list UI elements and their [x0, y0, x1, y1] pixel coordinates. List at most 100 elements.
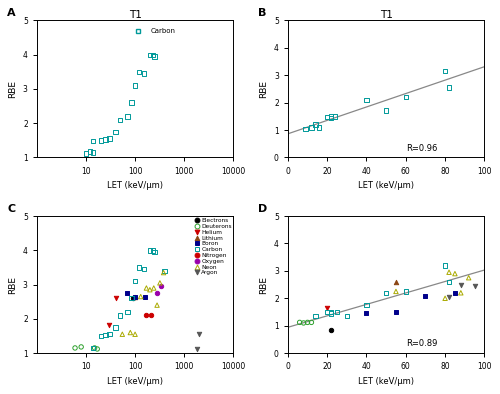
Point: [135, 264, 143, 271]
Point: [112, 295, 120, 301]
Text: B: B: [258, 8, 266, 19]
Point: [156, 280, 164, 286]
Point: [470, 283, 478, 289]
X-axis label: LET (keV/μm): LET (keV/μm): [358, 377, 414, 386]
Point: [323, 305, 331, 311]
Point: [312, 313, 320, 319]
Point: [441, 295, 449, 301]
Text: D: D: [258, 204, 268, 214]
Legend: Electrons, Deuterons, Helium, Lithium, Boron, Carbon, Nitrogen, Oxygen, Neon, Ar: Electrons, Deuterons, Helium, Lithium, B…: [194, 217, 232, 276]
Point: [128, 100, 136, 106]
Point: [316, 124, 324, 130]
Point: [106, 322, 114, 328]
Point: [382, 107, 390, 113]
Point: [142, 285, 150, 291]
Point: [118, 331, 126, 337]
Point: [150, 53, 158, 59]
Point: [300, 320, 308, 326]
Point: [124, 290, 132, 296]
Point: [153, 290, 161, 296]
Y-axis label: RBE: RBE: [8, 80, 18, 98]
Point: [146, 286, 154, 293]
Point: [131, 82, 139, 89]
Point: [94, 346, 102, 352]
Point: [126, 329, 134, 336]
Point: [90, 345, 98, 351]
X-axis label: LET (keV/μm): LET (keV/μm): [107, 181, 163, 190]
Point: [106, 331, 114, 337]
Point: [131, 331, 139, 337]
Point: [141, 294, 149, 300]
Point: [128, 295, 136, 301]
Point: [441, 262, 449, 269]
Point: [302, 126, 310, 132]
Point: [457, 290, 465, 296]
Point: [106, 136, 114, 142]
Point: [147, 312, 155, 319]
Point: [153, 302, 161, 308]
Point: [445, 269, 453, 275]
Y-axis label: RBE: RBE: [260, 80, 268, 98]
Point: [160, 269, 168, 276]
Point: [131, 294, 139, 300]
Title: T1: T1: [128, 10, 141, 20]
Point: [160, 268, 168, 274]
Point: [331, 113, 339, 119]
Text: R=0.89: R=0.89: [406, 339, 437, 348]
Title: T1: T1: [380, 10, 392, 20]
Point: [327, 115, 335, 121]
Point: [142, 312, 150, 319]
Point: [82, 150, 90, 156]
Point: [451, 270, 459, 277]
Point: [441, 68, 449, 74]
Point: [77, 344, 85, 350]
Point: [149, 247, 157, 253]
Point: [333, 309, 341, 315]
Text: R=0.96: R=0.96: [406, 144, 437, 152]
Point: [304, 319, 312, 325]
Point: [96, 333, 104, 339]
Point: [89, 345, 97, 351]
Point: [71, 345, 79, 351]
Point: [445, 279, 453, 285]
Point: [362, 302, 370, 308]
Point: [124, 309, 132, 315]
Point: [402, 94, 410, 100]
Point: [392, 288, 400, 295]
Point: [140, 266, 147, 272]
Point: [116, 117, 124, 123]
Point: [150, 249, 158, 255]
Point: [136, 294, 144, 300]
Point: [445, 84, 453, 91]
Point: [112, 128, 120, 135]
Point: [327, 113, 335, 119]
Point: [392, 309, 400, 315]
Point: [296, 319, 304, 325]
Point: [392, 279, 400, 285]
Legend: Carbon: Carbon: [128, 25, 178, 37]
Point: [343, 313, 351, 319]
Point: [135, 69, 143, 75]
X-axis label: LET (keV/μm): LET (keV/μm): [107, 377, 163, 386]
Point: [382, 290, 390, 296]
Point: [157, 283, 165, 290]
Y-axis label: RBE: RBE: [8, 275, 18, 294]
X-axis label: LET (keV/μm): LET (keV/μm): [358, 181, 414, 190]
Point: [193, 346, 201, 352]
Point: [131, 294, 139, 300]
Point: [102, 136, 110, 143]
Point: [362, 310, 370, 316]
Text: A: A: [8, 8, 16, 19]
Point: [312, 121, 320, 128]
Point: [323, 309, 331, 315]
Point: [327, 310, 335, 316]
Point: [457, 281, 465, 288]
Point: [422, 292, 430, 299]
Text: C: C: [8, 204, 16, 214]
Point: [445, 294, 453, 300]
Point: [327, 309, 335, 315]
Y-axis label: RBE: RBE: [260, 275, 268, 294]
Point: [149, 52, 157, 58]
Point: [146, 247, 154, 253]
Point: [102, 332, 110, 338]
